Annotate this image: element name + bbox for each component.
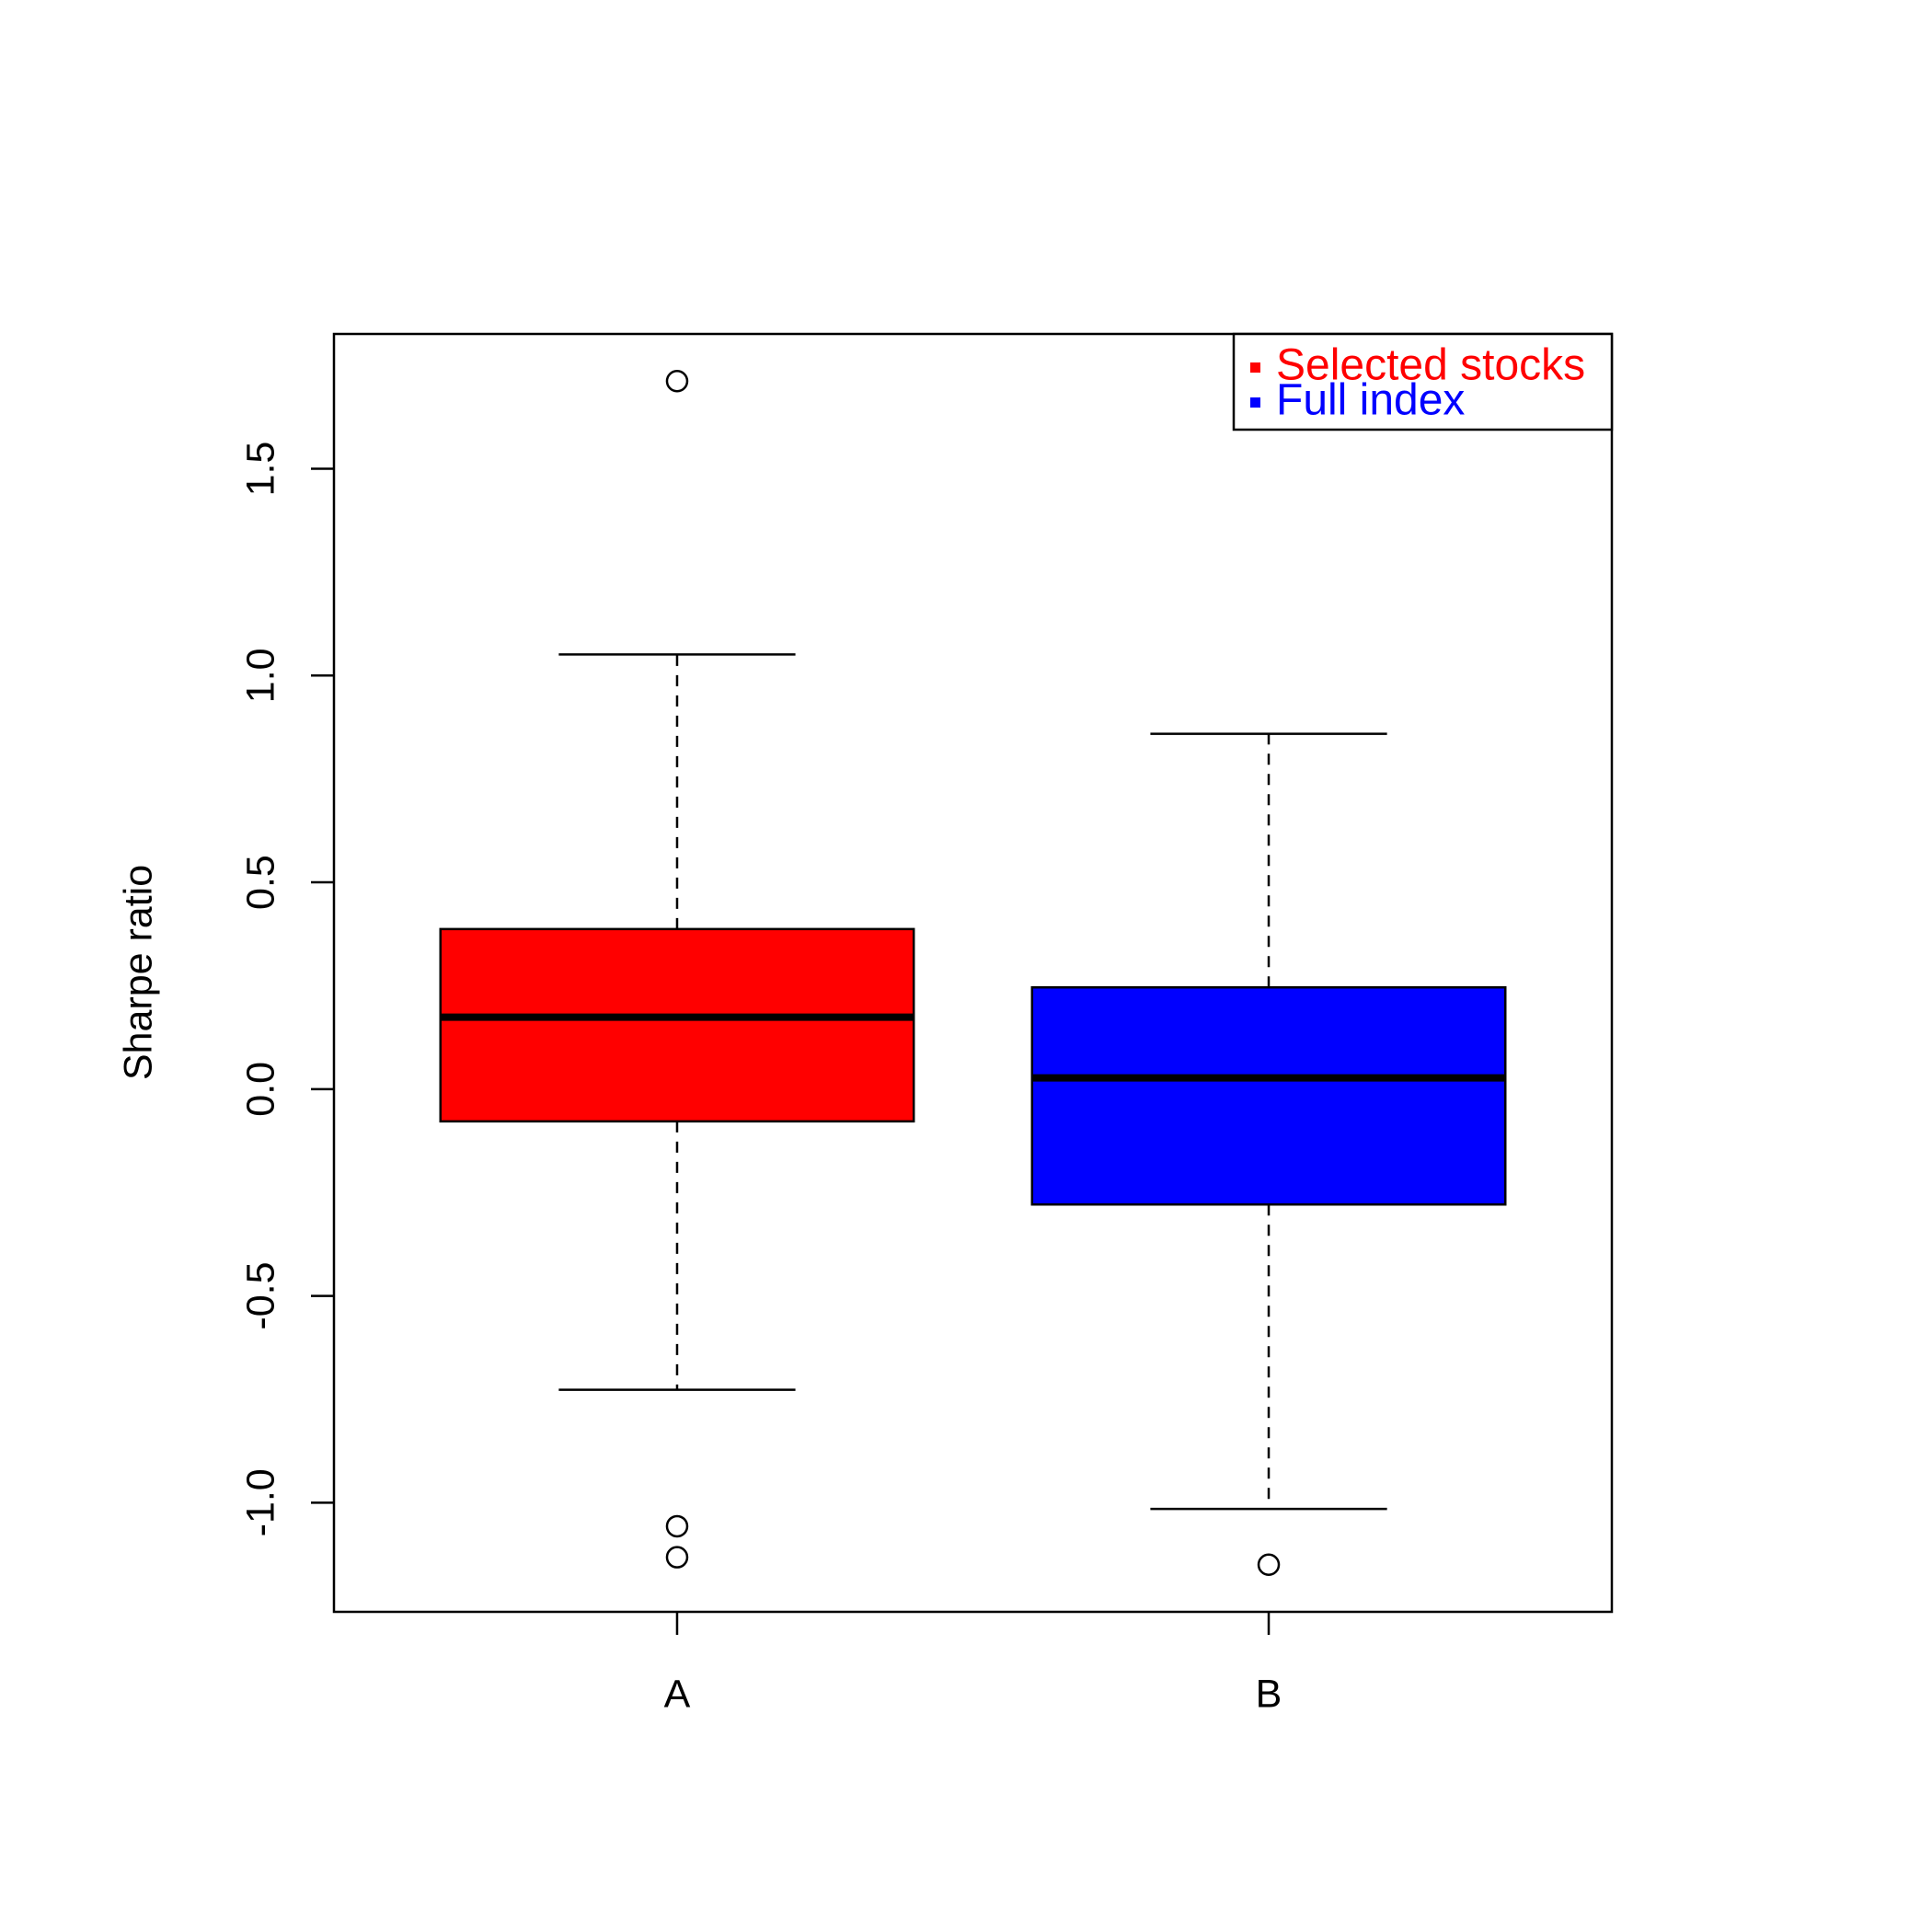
y-tick-label: -1.0 [238,1468,282,1536]
y-tick-label: 1.5 [238,442,282,497]
outlier [665,369,689,393]
x-tick-label: A [664,1672,691,1716]
outlier [665,1546,689,1569]
legend-swatch [1250,362,1260,373]
y-tick-label: -0.5 [238,1262,282,1330]
box [1030,985,1507,1206]
outlier [665,1514,689,1538]
plot-frame [332,332,1614,1614]
legend-swatch [1250,397,1260,408]
y-tick-label: 0.5 [238,855,282,910]
legend-label: Full index [1276,376,1465,425]
y-axis-label: Sharpe ratio [116,865,160,1080]
outlier [1257,1553,1281,1577]
box [439,927,915,1123]
x-tick-label: B [1256,1672,1282,1716]
legend-box [1232,332,1614,431]
y-tick-label: 1.0 [238,648,282,703]
legend-label: Selected stocks [1276,341,1585,390]
y-tick-label: 0.0 [238,1062,282,1117]
